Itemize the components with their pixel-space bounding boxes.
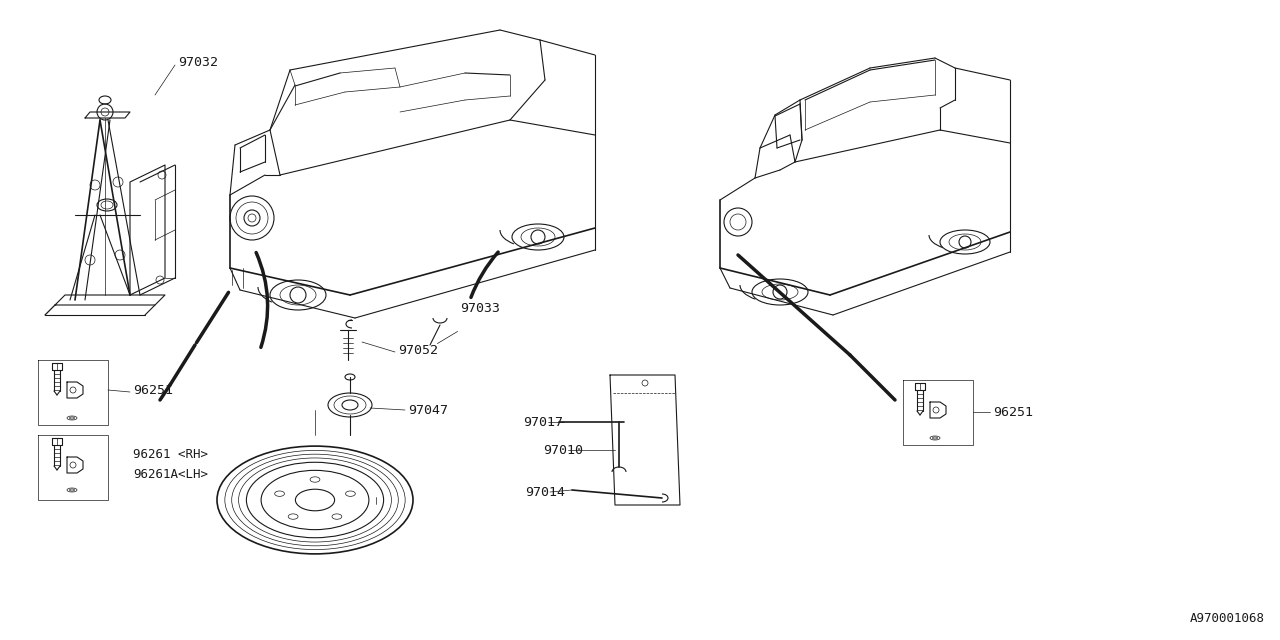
Text: A970001068: A970001068: [1190, 612, 1265, 625]
Text: 97033: 97033: [460, 301, 500, 314]
Text: 97014: 97014: [525, 486, 564, 499]
Text: 96261A<LH>: 96261A<LH>: [133, 468, 207, 481]
Text: 96251: 96251: [993, 406, 1033, 419]
Text: 96251: 96251: [133, 383, 173, 397]
Text: 97010: 97010: [543, 444, 582, 456]
Text: 97047: 97047: [408, 403, 448, 417]
Text: 97017: 97017: [524, 415, 563, 429]
Text: 97052: 97052: [398, 344, 438, 356]
Text: 96261 <RH>: 96261 <RH>: [133, 449, 207, 461]
Text: 97032: 97032: [178, 56, 218, 68]
